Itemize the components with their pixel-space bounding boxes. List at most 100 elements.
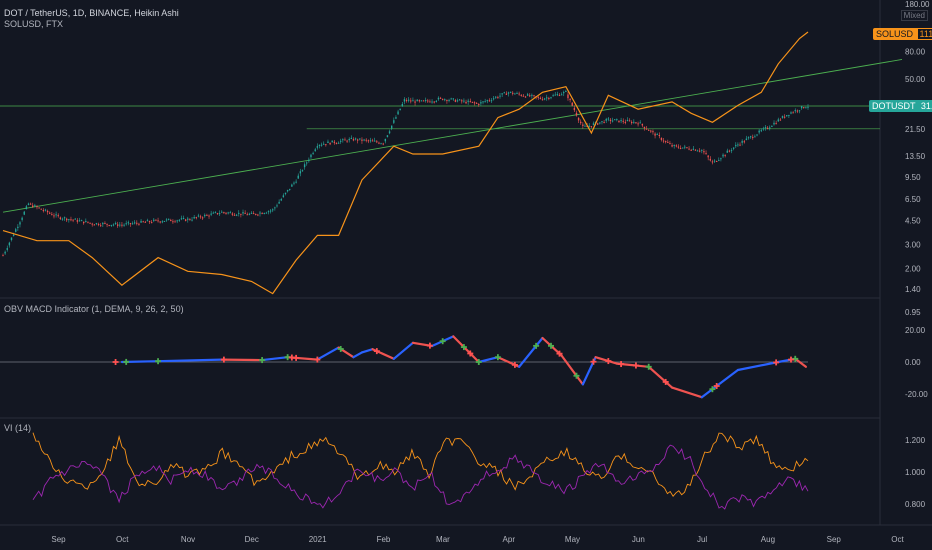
candle-body xyxy=(284,192,287,195)
candle-body xyxy=(119,224,121,226)
buy-signal-marker xyxy=(645,363,652,370)
candle-body xyxy=(131,223,134,225)
sell-signal-marker xyxy=(632,362,639,369)
candle-body xyxy=(769,127,771,129)
candle-body xyxy=(514,93,516,95)
candle-body xyxy=(741,140,743,143)
time-axis-tick: Oct xyxy=(116,535,129,544)
candle-body xyxy=(23,211,25,215)
candle-body xyxy=(233,214,236,216)
candle-body xyxy=(340,140,342,142)
candle-body xyxy=(399,108,401,111)
candle-body xyxy=(492,98,495,100)
candle-body xyxy=(620,120,622,122)
vi-axis-tick: 1.000 xyxy=(905,468,926,477)
candle-body xyxy=(713,160,716,162)
candle-body xyxy=(730,150,733,152)
candle-body xyxy=(715,161,718,163)
candle-body xyxy=(656,134,658,136)
candle-body xyxy=(346,140,348,142)
price-axis-tick: 180.00 xyxy=(905,0,930,9)
candle-body xyxy=(95,223,98,225)
candle-body xyxy=(114,222,117,224)
price-axis-tick: 0.95 xyxy=(905,308,921,317)
candle-body xyxy=(10,237,13,241)
sell-signal-marker xyxy=(788,356,795,363)
candle-body xyxy=(488,100,491,102)
candle-body xyxy=(289,188,291,190)
vi-label: VI (14) xyxy=(4,423,32,433)
candle-body xyxy=(323,143,325,145)
candle-body xyxy=(235,214,238,216)
price-axis-tick: 21.50 xyxy=(905,125,926,134)
candle-body xyxy=(573,107,576,111)
candle-body xyxy=(40,208,42,210)
candle-body xyxy=(276,205,278,207)
candle-body xyxy=(439,97,442,99)
candle-body xyxy=(263,213,265,215)
candle-body xyxy=(49,212,51,214)
candle-body xyxy=(592,123,595,125)
candle-body xyxy=(121,224,123,226)
candle-body xyxy=(495,96,497,98)
candle-body xyxy=(781,116,784,118)
candle-body xyxy=(783,116,786,118)
candle-body xyxy=(301,170,304,172)
obv-axis-tick: -20.00 xyxy=(905,390,928,399)
candle-body xyxy=(85,220,87,223)
candle-body xyxy=(580,121,582,124)
candle-body xyxy=(416,99,418,102)
candle-body xyxy=(116,224,119,226)
candle-body xyxy=(526,94,529,96)
candle-body xyxy=(297,175,299,179)
candle-body xyxy=(420,100,423,102)
obv-macd-segment xyxy=(541,336,563,357)
candle-body xyxy=(603,121,605,123)
candle-body xyxy=(760,130,762,132)
candle-body xyxy=(316,146,319,148)
candle-body xyxy=(367,140,370,142)
scale-mode-label[interactable]: Mixed xyxy=(900,10,928,21)
candle-body xyxy=(255,213,257,215)
candle-body xyxy=(378,142,380,144)
candle-body xyxy=(422,100,425,102)
candle-body xyxy=(223,212,225,214)
candle-body xyxy=(747,137,750,139)
candle-body xyxy=(397,111,399,115)
candle-body xyxy=(779,119,782,121)
candle-body xyxy=(758,130,760,133)
vi-minus-line xyxy=(32,444,809,510)
candle-body xyxy=(575,112,578,116)
candle-body xyxy=(4,251,6,254)
candle-body xyxy=(150,222,153,224)
candle-body xyxy=(80,220,83,222)
time-axis-tick: Feb xyxy=(377,535,391,544)
candle-body xyxy=(764,127,767,129)
candle-body xyxy=(129,223,132,225)
candle-body xyxy=(127,222,130,224)
candle-body xyxy=(599,122,601,124)
candle-body xyxy=(144,221,147,223)
obv-axis-tick: 20.00 xyxy=(905,326,926,335)
candle-body xyxy=(679,147,682,149)
candle-body xyxy=(252,213,255,215)
candle-body xyxy=(286,189,289,192)
candle-body xyxy=(766,127,769,129)
candle-body xyxy=(707,155,709,158)
candle-body xyxy=(157,220,159,222)
time-axis-tick: Nov xyxy=(181,535,195,544)
time-axis-tick: Mar xyxy=(436,535,450,544)
candle-body xyxy=(308,159,310,162)
candle-body xyxy=(790,112,792,114)
candle-body xyxy=(567,94,569,99)
dot-badge-name: DOTUSDT xyxy=(872,101,916,111)
obv-macd-label: OBV MACD Indicator (1, DEMA, 9, 26, 2, 5… xyxy=(4,304,184,314)
candle-body xyxy=(267,211,270,213)
candle-body xyxy=(388,131,391,134)
candle-body xyxy=(66,218,68,221)
candle-body xyxy=(329,142,331,145)
buy-signal-marker xyxy=(155,358,162,365)
compare-symbol-label: SOLUSD, FTX xyxy=(4,19,64,29)
candle-body xyxy=(344,139,346,141)
